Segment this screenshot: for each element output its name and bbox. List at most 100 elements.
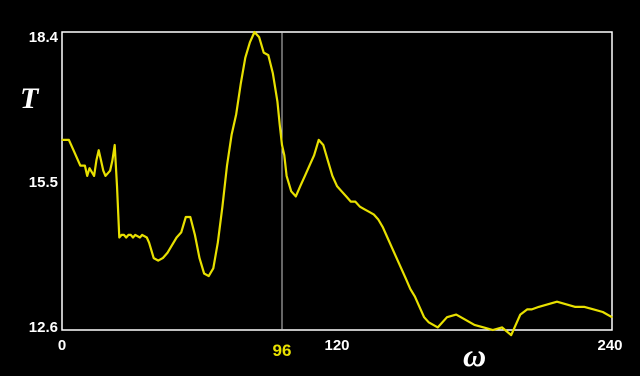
data-point [84,165,86,167]
data-point [212,267,214,269]
data-point [162,257,164,259]
data-point [121,234,123,236]
data-point [111,159,113,161]
data-point [538,306,540,308]
data-point [414,296,416,298]
data-point [198,257,201,259]
data-point [418,306,421,308]
data-point [483,326,485,328]
data-point [464,319,466,321]
data-point [382,226,384,228]
data-point [295,195,297,197]
data-point [565,303,567,305]
data-point [185,216,187,218]
data-point [100,159,102,161]
data-point [602,311,604,313]
data-point [359,206,361,208]
data-point [423,316,425,318]
data-point [341,190,343,192]
data-point [283,154,285,156]
data-point [281,144,283,146]
x-axis-ticks: 0 120 240 [58,337,623,354]
data-point [593,308,595,310]
data-point [547,303,549,305]
x-tick-label-left: 0 [58,337,66,354]
data-point [583,306,586,308]
data-point [290,190,292,192]
data-point [391,247,393,249]
data-point [473,324,476,326]
y-tick-label-bottom: 12.6 [29,319,58,336]
data-point [308,165,311,167]
data-point [304,175,306,177]
data-point [148,242,150,244]
data-point [153,257,155,259]
data-point [354,201,356,203]
y-tick-label-top: 18.4 [29,29,59,46]
data-point [189,216,191,218]
data-point [203,272,205,275]
data-point [267,54,269,56]
data-point [492,329,494,331]
data-point [263,52,265,54]
data-point [272,72,274,74]
x-axis-label: ω [463,337,486,373]
data-point [226,165,228,167]
data-point [93,175,95,177]
data-point [107,172,109,174]
data-point [409,288,411,290]
data-point [313,154,315,156]
data-point [279,123,281,126]
data-point [125,236,127,239]
x-tick-label-middle: 120 [324,337,349,354]
data-point [299,185,301,187]
data-point [208,275,210,277]
data-point [127,234,130,236]
y-tick-label-mid: 15.5 [29,174,58,191]
data-point [139,236,141,239]
data-point [141,234,143,236]
data-point [318,139,320,141]
data-point [446,316,448,318]
data-point [377,218,379,221]
data-point [116,185,118,187]
series-points [61,31,613,336]
data-point [455,314,457,316]
data-point [102,170,104,172]
data-point [146,236,148,239]
data-point [240,82,242,84]
data-point [61,139,63,141]
data-point [95,159,97,161]
data-point [336,185,338,187]
data-point [276,100,278,102]
data-point [86,175,88,177]
data-point [171,244,173,246]
data-point [88,167,91,169]
x-tick-label-right: 240 [597,337,622,354]
data-point [350,201,352,203]
data-point [258,36,260,38]
data-point [157,260,159,262]
data-point [345,195,347,197]
data-point [286,175,288,177]
data-point [176,236,178,239]
data-point [396,257,398,259]
data-point [331,175,333,177]
data-point [400,267,402,269]
data-point [194,234,196,236]
data-point [132,236,134,239]
data-point [501,326,503,328]
data-point [611,316,613,318]
data-point [437,326,439,328]
data-point [79,165,81,167]
data-point [98,149,100,151]
data-point [519,314,521,316]
data-point [118,236,120,239]
data-point [363,208,366,210]
data-point [531,308,533,310]
plot-frame [61,31,613,331]
data-point [526,308,528,310]
data-point [68,139,70,141]
